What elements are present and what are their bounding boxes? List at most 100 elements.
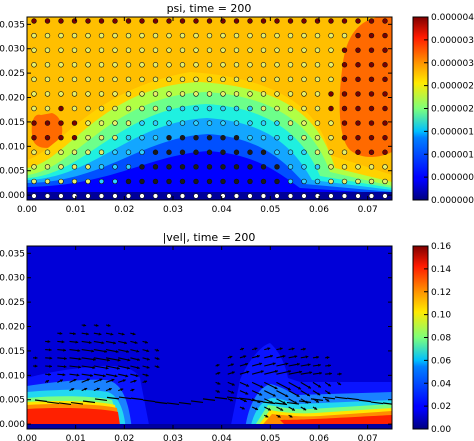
psi-marker [58, 105, 64, 112]
psi-marker [44, 164, 51, 170]
vel-arrow-head [303, 347, 306, 351]
psi-marker [260, 193, 267, 199]
psi-marker [233, 62, 240, 68]
psi-marker [152, 91, 159, 97]
psi-marker [112, 32, 118, 39]
psi-marker [98, 178, 105, 185]
vel-cbtick-label: 0.02 [431, 402, 451, 412]
psi-marker [152, 164, 159, 170]
vel-arrow-head [99, 378, 103, 382]
psi-marker [220, 91, 226, 97]
psi-marker [301, 47, 307, 53]
psi-marker [125, 105, 132, 112]
psi-marker [355, 120, 361, 126]
psi-marker [382, 76, 388, 83]
psi-marker [368, 47, 375, 53]
psi-marker [341, 47, 348, 53]
psi-marker [98, 105, 105, 112]
psi-marker [139, 47, 145, 53]
psi-marker [341, 120, 348, 126]
vel-arrow [202, 398, 216, 401]
vel-arrow-head [117, 358, 121, 362]
psi-marker [247, 47, 253, 53]
vel-arrow [322, 396, 336, 400]
psi-marker [152, 47, 159, 53]
vel-arrow [118, 396, 132, 400]
psi-marker [355, 149, 361, 155]
psi-marker [247, 105, 253, 112]
psi-marker [328, 164, 334, 170]
vel-arrow-head [133, 379, 137, 383]
psi-marker [112, 120, 118, 126]
vel-cbtick-label: 0.10 [431, 311, 451, 321]
psi-marker [98, 76, 105, 83]
psi-marker [287, 62, 294, 68]
psi-marker [166, 91, 172, 97]
vel-arrow [93, 357, 110, 362]
psi-marker [58, 18, 64, 24]
psi-marker [152, 178, 159, 185]
vel-arrow [370, 401, 384, 405]
psi-marker [301, 18, 307, 24]
vel-arrow [358, 399, 372, 403]
psi-marker [368, 149, 375, 155]
psi-marker [58, 47, 64, 53]
psi-marker [125, 120, 132, 126]
vel-arrow-head [277, 414, 281, 418]
vel-arrow-head [115, 350, 119, 354]
psi-marker [85, 62, 91, 68]
vel-arrow-head [124, 341, 128, 345]
psi-marker [368, 105, 375, 112]
psi-marker [328, 32, 334, 39]
vel-xtick-label: 0.03 [163, 434, 183, 441]
psi-marker [44, 105, 51, 112]
psi-cbtick-label: 0.0000040 [431, 13, 474, 23]
psi-marker [260, 134, 267, 141]
vel-arrow [154, 401, 168, 405]
vel-arrow [178, 401, 192, 405]
psi-marker [328, 76, 334, 83]
vel-arrow-head [127, 358, 131, 362]
psi-region-orange-left [31, 113, 63, 148]
vel-arrow-head [64, 356, 67, 360]
psi-marker [85, 120, 91, 126]
psi-marker [355, 164, 361, 170]
psi-marker [233, 18, 240, 24]
psi-marker [382, 47, 388, 53]
vel-arrow-head [48, 372, 52, 376]
psi-cbtick-label: 0.0000005 [431, 173, 474, 183]
psi-marker [314, 62, 321, 68]
psi-marker [166, 76, 172, 83]
psi-marker [220, 76, 226, 83]
psi-marker [260, 120, 267, 126]
vel-arrow-head [108, 387, 112, 391]
psi-marker [287, 32, 294, 39]
psi-marker [139, 32, 145, 39]
vel-arrow-head [306, 393, 310, 397]
psi-marker [152, 120, 159, 126]
psi-marker [274, 149, 280, 155]
vel-cbtick-label: 0.04 [431, 379, 451, 389]
psi-marker [98, 62, 105, 68]
vel-arrow-head [88, 340, 92, 344]
psi-marker [233, 149, 240, 155]
vel-arrow-head [279, 347, 283, 351]
psi-marker [139, 134, 145, 141]
psi-marker [355, 193, 361, 199]
psi-marker [260, 91, 267, 97]
vel-arrow-head [265, 414, 269, 418]
psi-marker [193, 178, 199, 185]
psi-marker [98, 91, 105, 97]
vel-arrow [250, 399, 264, 403]
psi-marker [274, 91, 280, 97]
psi-marker [328, 149, 334, 155]
vel-arrow-head [63, 348, 66, 352]
vel-arrow-head [49, 356, 53, 360]
vel-arrow-head [255, 407, 258, 411]
vel-arrow-head [59, 331, 63, 335]
psi-marker [355, 18, 361, 24]
psi-cbtick-label: 0.0000015 [431, 127, 474, 137]
psi-marker [233, 178, 240, 185]
psi-marker [179, 134, 186, 141]
psi-marker [166, 120, 172, 126]
